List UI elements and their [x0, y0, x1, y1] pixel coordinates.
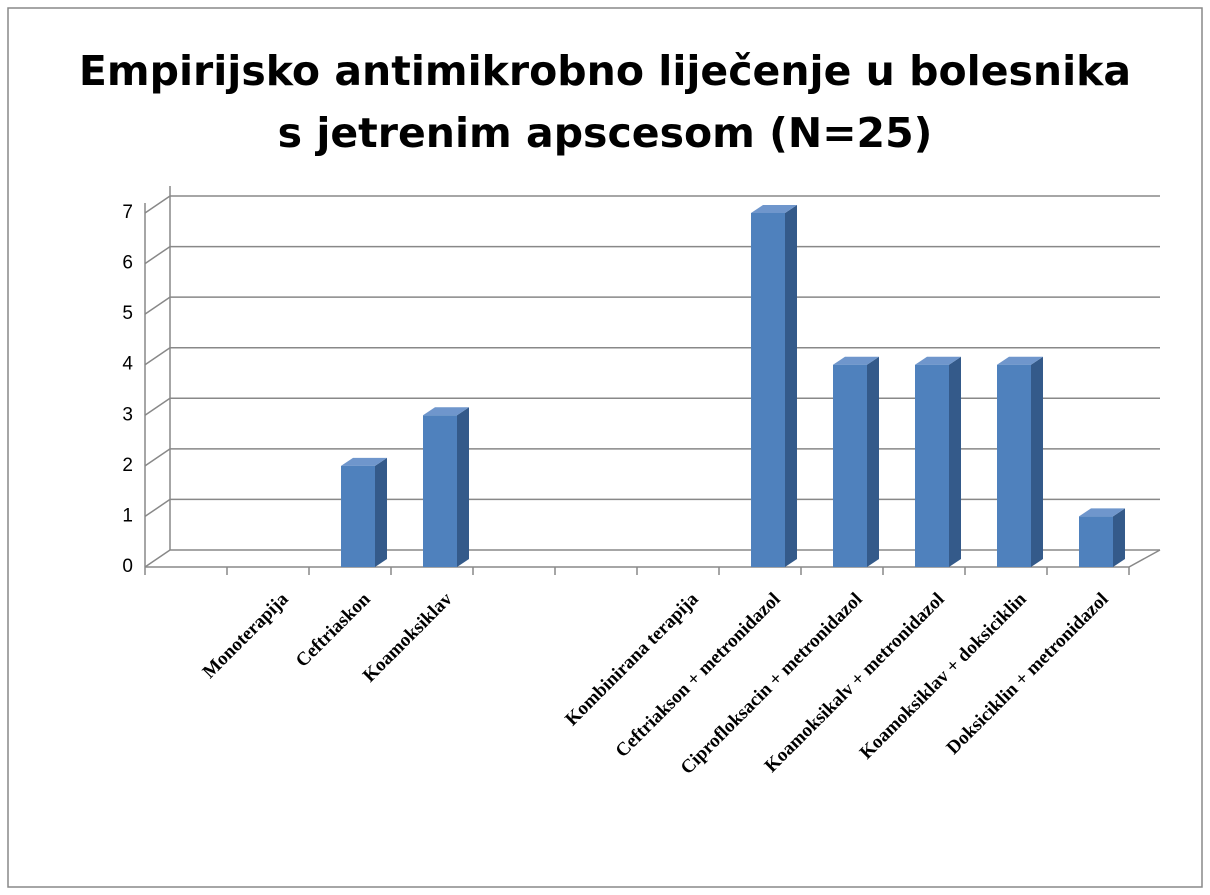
bar-front — [1079, 516, 1113, 567]
bar-side — [1113, 508, 1125, 567]
bar — [997, 356, 1043, 567]
bar-top — [1079, 508, 1125, 517]
bar — [423, 407, 469, 567]
bar-front — [751, 213, 785, 567]
bar-front — [341, 465, 375, 567]
bar — [341, 457, 387, 567]
bar-top — [341, 457, 387, 466]
bar-front — [915, 364, 949, 567]
bar-front — [833, 364, 867, 567]
bar — [751, 205, 797, 567]
y-tick-label: 2 — [122, 455, 133, 476]
grid-line — [144, 448, 1160, 467]
chart-title: Empirijsko antimikrobno liječenje u bole… — [78, 47, 1132, 157]
y-tick-label: 3 — [122, 404, 133, 425]
bar-side — [1031, 356, 1043, 567]
grid-line — [144, 346, 1160, 366]
y-tick-label: 5 — [122, 303, 133, 324]
bar-top — [997, 356, 1043, 365]
grid-line — [144, 549, 1160, 568]
bar-side — [785, 205, 797, 567]
bar-top — [915, 356, 961, 365]
y-tick-label: 1 — [122, 505, 133, 526]
bar-side — [375, 457, 387, 567]
grid-line — [144, 296, 1160, 315]
y-tick-label: 6 — [122, 253, 133, 274]
bar-front — [423, 415, 457, 567]
bar-top — [833, 356, 879, 365]
y-tick-label: 4 — [122, 354, 133, 375]
y-tick-label: 7 — [122, 202, 133, 223]
bar — [833, 356, 879, 567]
grid-line — [144, 195, 1160, 214]
bar-front — [997, 364, 1031, 567]
grid-line — [144, 397, 1160, 416]
bar-top — [751, 205, 797, 213]
bar-side — [949, 356, 961, 567]
y-tick-label: 0 — [122, 556, 133, 577]
bar-top — [423, 407, 469, 416]
bar — [915, 356, 961, 567]
bar-side — [457, 407, 469, 567]
grid-line — [144, 245, 1160, 265]
bar-side — [867, 356, 879, 567]
bar — [1079, 508, 1125, 567]
grid-line — [144, 498, 1160, 518]
